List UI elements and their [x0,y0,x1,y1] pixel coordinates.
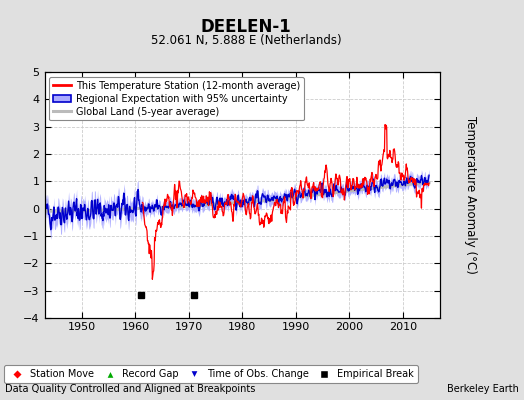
Text: 52.061 N, 5.888 E (Netherlands): 52.061 N, 5.888 E (Netherlands) [151,34,342,47]
Text: Berkeley Earth: Berkeley Earth [447,384,519,394]
Legend: Station Move, Record Gap, Time of Obs. Change, Empirical Break: Station Move, Record Gap, Time of Obs. C… [4,366,418,383]
Text: Data Quality Controlled and Aligned at Breakpoints: Data Quality Controlled and Aligned at B… [5,384,256,394]
Text: DEELEN-1: DEELEN-1 [201,18,292,36]
Y-axis label: Temperature Anomaly (°C): Temperature Anomaly (°C) [464,116,477,274]
